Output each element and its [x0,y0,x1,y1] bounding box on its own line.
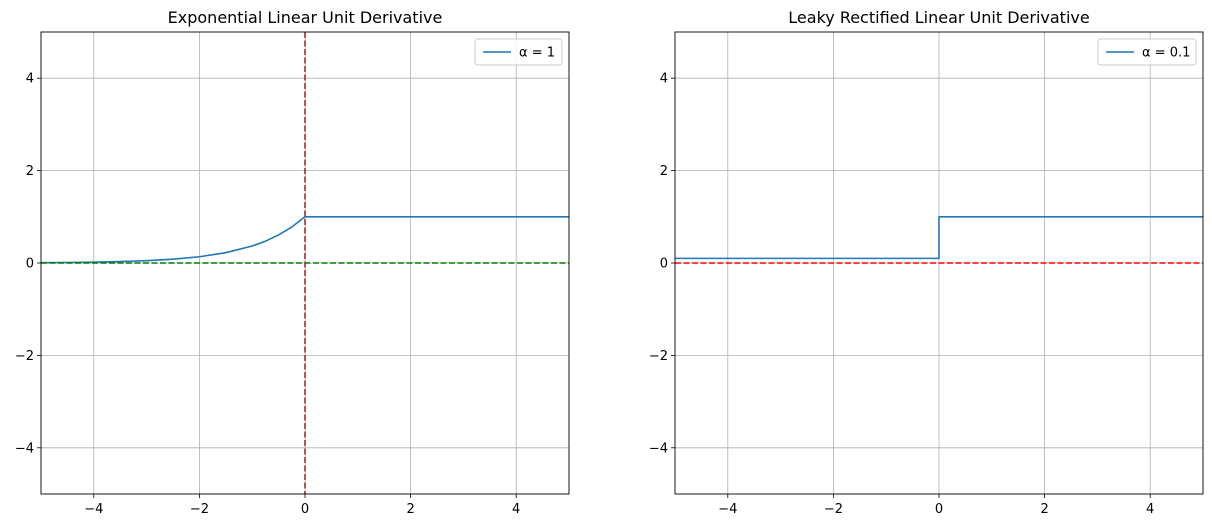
x-tick-label: −4 [718,502,737,517]
y-tick-label: 4 [26,72,34,87]
legend: α = 1 [474,38,563,66]
y-tick-label: −2 [649,349,668,364]
series-line-1 [675,216,1203,260]
x-tick-label: −2 [824,502,843,517]
plot-area [41,32,569,494]
y-tick-label: −4 [15,441,34,456]
legend-label: α = 0.1 [1142,46,1190,61]
x-tick-label: 4 [512,502,520,517]
y-tick-label: −4 [649,441,668,456]
x-tick-label: 0 [935,502,943,517]
y-tick-label: 0 [26,257,34,272]
x-tick-label: 4 [1146,502,1154,517]
x-tick-label: 2 [406,502,414,517]
x-tick-label: −4 [84,502,103,517]
x-tick-label: 2 [1040,502,1048,517]
y-tick-label: 2 [26,164,34,179]
y-tick-label: 2 [660,164,668,179]
y-tick-label: −2 [15,349,34,364]
chart-2: −4 −2 0 2 4 −4 −2 0 2 4 Leaky Rectified Linear Uni… [649,8,1204,517]
series-line-1 [41,216,569,264]
chart-title: Leaky Rectified Linear Unit Derivative [788,8,1089,27]
chart-title: Exponential Linear Unit Derivative [168,8,443,27]
x-tick-label: 0 [301,502,309,517]
legend-box [1097,38,1197,66]
legend: α = 0.1 [1097,38,1197,66]
plot-area [675,216,1203,264]
y-tick-label: 0 [660,257,668,272]
y-tick-label: 4 [660,72,668,87]
x-tick-label: −2 [190,502,209,517]
chart-1: −4 −2 0 2 4 −4 −2 0 2 4 Exponential Linear Unit De… [15,8,570,517]
legend-box [474,38,563,66]
legend-label: α = 1 [519,46,555,61]
